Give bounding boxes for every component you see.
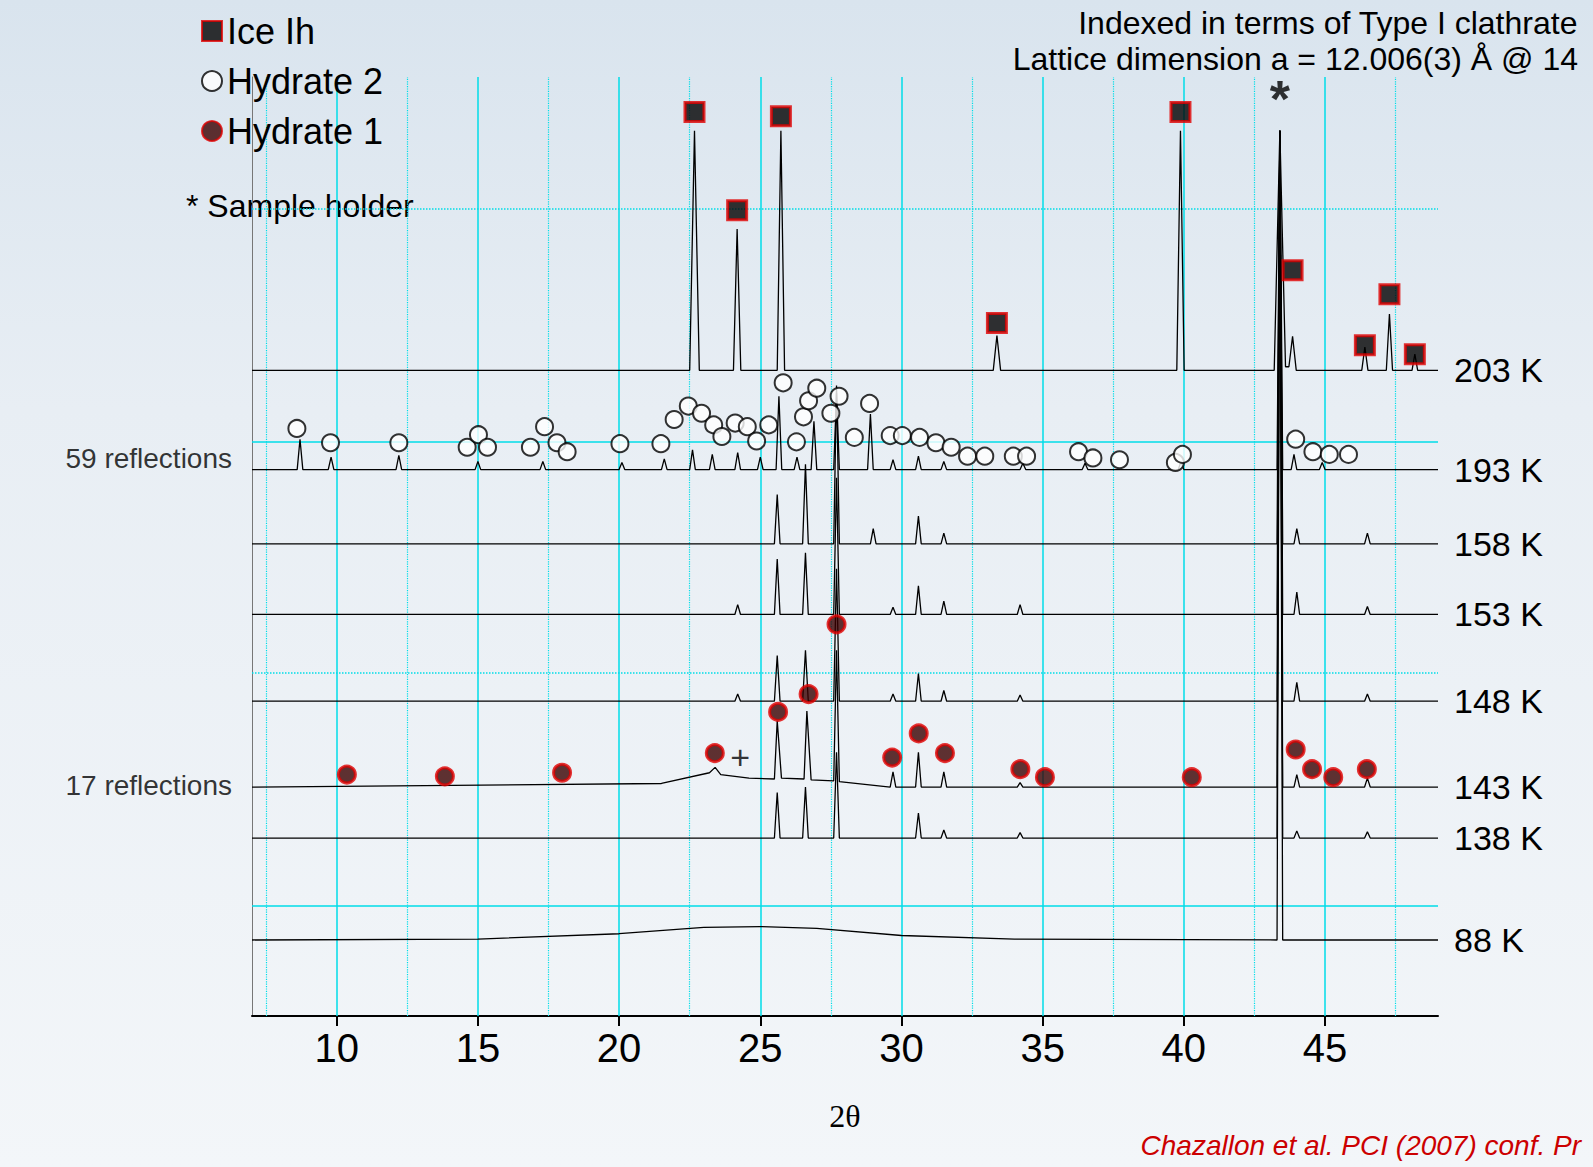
svg-text:88 K: 88 K: [1454, 921, 1524, 959]
svg-text:10: 10: [314, 1026, 359, 1070]
svg-text:17 reflections: 17 reflections: [65, 770, 232, 801]
svg-text:45: 45: [1303, 1026, 1348, 1070]
svg-text:Ice Ih: Ice Ih: [227, 11, 315, 52]
svg-text:* Sample holder: * Sample holder: [186, 188, 414, 224]
svg-text:15: 15: [456, 1026, 501, 1070]
svg-text:Hydrate 2: Hydrate 2: [227, 61, 383, 102]
svg-text:148 K: 148 K: [1454, 682, 1543, 720]
svg-text:Lattice dimension a = 12.006(3: Lattice dimension a = 12.006(3) Å @ 14: [1013, 41, 1578, 77]
svg-text:2θ: 2θ: [829, 1098, 860, 1134]
svg-text:158 K: 158 K: [1454, 525, 1543, 563]
svg-text:59 reflections: 59 reflections: [65, 443, 232, 474]
svg-text:35: 35: [1020, 1026, 1065, 1070]
svg-text:193 K: 193 K: [1454, 451, 1543, 489]
svg-text:153 K: 153 K: [1454, 595, 1543, 633]
svg-text:25: 25: [738, 1026, 783, 1070]
svg-text:Indexed in terms of Type I cla: Indexed in terms of Type I clathrate: [1078, 5, 1577, 41]
svg-text:40: 40: [1162, 1026, 1207, 1070]
svg-text:203 K: 203 K: [1454, 351, 1543, 389]
svg-text:30: 30: [879, 1026, 924, 1070]
svg-text:143 K: 143 K: [1454, 768, 1543, 806]
svg-text:Chazallon et al. PCI (2007) co: Chazallon et al. PCI (2007) conf. Pr: [1141, 1130, 1583, 1161]
svg-text:138 K: 138 K: [1454, 819, 1543, 857]
svg-text:20: 20: [597, 1026, 642, 1070]
svg-text:Hydrate 1: Hydrate 1: [227, 111, 383, 152]
svg-text:*: *: [1270, 70, 1291, 128]
svg-text:+: +: [730, 738, 750, 776]
